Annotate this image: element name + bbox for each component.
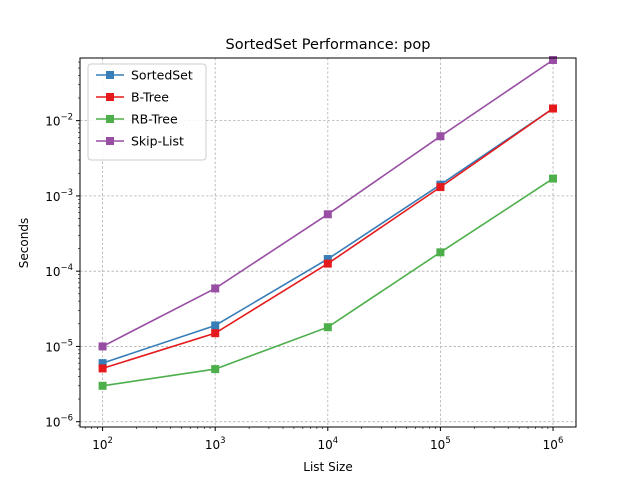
data-point — [211, 365, 220, 374]
y-tick-label: 10−6 — [45, 414, 73, 430]
data-point — [98, 342, 107, 351]
legend-marker — [106, 115, 114, 123]
data-point — [323, 210, 332, 219]
data-point — [98, 381, 107, 390]
legend: SortedSet B-Tree RB-Tree Skip-List — [87, 63, 207, 161]
legend-marker — [106, 137, 114, 145]
data-point — [211, 284, 220, 293]
y-axis-label: Seconds — [17, 218, 31, 268]
x-axis-label: List Size — [303, 460, 352, 474]
data-point — [211, 329, 220, 338]
x-axis: 102 103 104 105 106 — [84, 427, 564, 452]
legend-box — [87, 63, 207, 161]
x-tick-label: 105 — [430, 436, 451, 452]
data-point — [211, 321, 220, 330]
data-point — [436, 248, 445, 257]
legend-item: Skip-List — [96, 134, 184, 149]
data-point — [549, 55, 558, 64]
legend-item: RB-Tree — [96, 112, 178, 127]
y-tick-label: 10−4 — [45, 263, 73, 279]
legend-label: RB-Tree — [131, 112, 178, 127]
legend-label: Skip-List — [131, 134, 184, 149]
legend-label: SortedSet — [131, 68, 193, 83]
data-point — [549, 174, 558, 183]
series-skip-list — [98, 55, 558, 351]
series-layer — [98, 55, 558, 390]
data-point — [98, 364, 107, 373]
x-tick-label: 104 — [317, 436, 338, 452]
y-tick-label: 10−2 — [45, 113, 73, 129]
data-point — [436, 183, 445, 192]
x-tick-label: 103 — [205, 436, 226, 452]
y-tick-label: 10−3 — [45, 188, 73, 204]
chart-title: SortedSet Performance: pop — [226, 37, 431, 53]
series-b-tree — [98, 104, 558, 373]
series-rb-tree — [98, 174, 558, 390]
legend-item: B-Tree — [96, 90, 169, 105]
series-line — [102, 177, 554, 387]
data-point — [323, 323, 332, 332]
legend-label: B-Tree — [131, 90, 169, 105]
x-tick-label: 106 — [543, 436, 564, 452]
legend-item: SortedSet — [96, 68, 193, 83]
y-tick-label: 10−5 — [45, 338, 73, 354]
y-axis: 10−6 10−5 10−4 10−3 10−2 — [45, 61, 80, 430]
data-point — [436, 132, 445, 141]
data-point — [323, 255, 332, 264]
x-tick-label: 102 — [92, 436, 113, 452]
data-point — [323, 259, 332, 268]
data-point — [98, 359, 107, 368]
legend-marker — [106, 93, 114, 101]
data-point — [549, 104, 558, 113]
legend-marker — [106, 71, 114, 79]
